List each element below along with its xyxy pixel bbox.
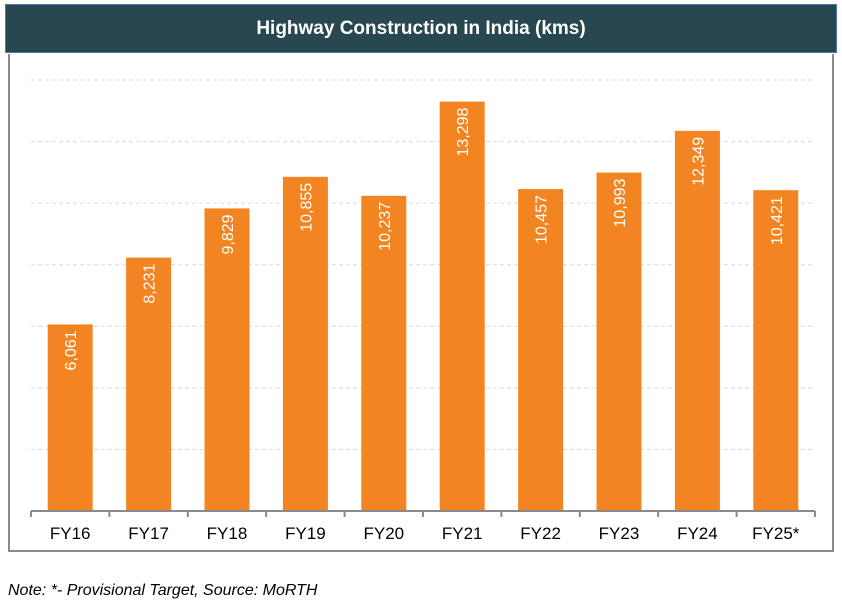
bar bbox=[518, 189, 564, 511]
chart-frame bbox=[8, 54, 834, 552]
x-tick-label: FY18 bbox=[207, 524, 248, 543]
data-label: 10,421 bbox=[769, 196, 786, 245]
bar bbox=[47, 324, 93, 511]
data-label: 6,061 bbox=[63, 330, 80, 370]
bar bbox=[204, 208, 250, 511]
data-label: 10,457 bbox=[534, 195, 551, 244]
x-tick-label: FY20 bbox=[363, 524, 404, 543]
data-label: 10,993 bbox=[612, 178, 629, 227]
x-tick-label: FY25* bbox=[752, 524, 800, 543]
data-label: 12,349 bbox=[690, 137, 707, 186]
x-tick-label: FY16 bbox=[50, 524, 91, 543]
bar bbox=[439, 101, 485, 511]
bar bbox=[753, 190, 799, 511]
bar bbox=[361, 195, 407, 511]
footnote: Note: *- Provisional Target, Source: MoR… bbox=[8, 582, 318, 599]
bar bbox=[596, 172, 642, 512]
x-tick-label: FY23 bbox=[599, 524, 640, 543]
bar bbox=[126, 257, 172, 511]
bar bbox=[674, 130, 720, 511]
data-label: 8,231 bbox=[142, 264, 159, 304]
x-tick-label: FY19 bbox=[285, 524, 326, 543]
data-label: 13,298 bbox=[455, 108, 472, 157]
x-tick-label: FY21 bbox=[442, 524, 483, 543]
data-label: 9,829 bbox=[220, 214, 237, 254]
data-label: 10,855 bbox=[298, 183, 315, 232]
data-label: 10,237 bbox=[377, 202, 394, 251]
x-tick-label: FY22 bbox=[520, 524, 561, 543]
bar bbox=[282, 176, 328, 511]
x-tick-label: FY17 bbox=[128, 524, 169, 543]
chart-title: Highway Construction in India (kms) bbox=[5, 4, 837, 53]
x-tick-label: FY24 bbox=[677, 524, 718, 543]
